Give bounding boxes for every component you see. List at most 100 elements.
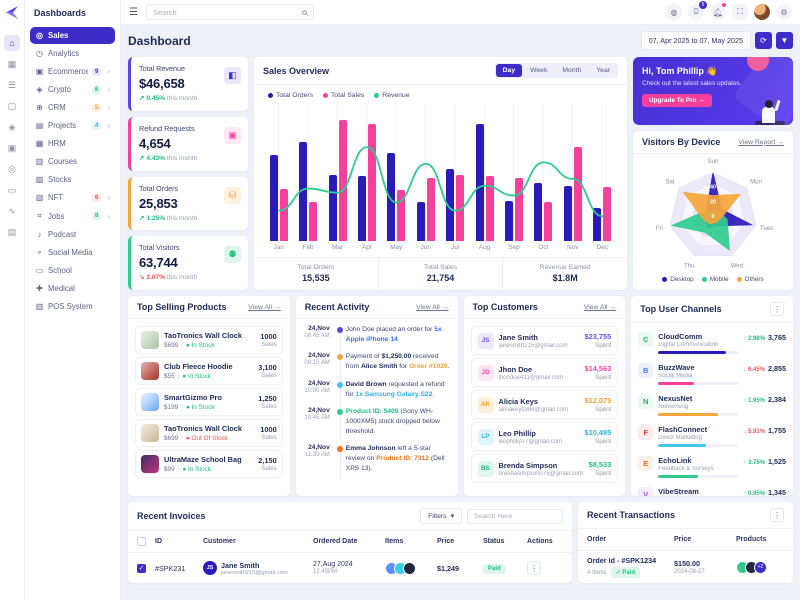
invoice-actions-icon[interactable]: ⋮ — [527, 561, 541, 575]
gift-icon[interactable]: ▣ — [7, 142, 17, 153]
channel-list-item[interactable]: N NexusNet Networking ↑ 1.95% 2,384 — [638, 389, 786, 420]
home-icon[interactable]: ⌂ — [4, 35, 20, 51]
topbar: ☰ Search ◍ ⌼ 5 🔔︎ ⛶ ⚙ — [121, 0, 800, 25]
date-range-picker[interactable]: 07, Apr 2025 to 07, May 2025 — [640, 31, 751, 50]
product-list-item[interactable]: UltraMaze School Bag $99 | ● In Stock 2,150 S… — [135, 450, 283, 478]
filter-button[interactable]: ▼ — [776, 32, 793, 49]
channel-list-item[interactable]: VVibeStreamContent Distribution↑ 0.95%1,… — [638, 482, 786, 496]
product-list-item[interactable]: Club Fleece Hoodie $55 | ● In Stock 3,100 Sal… — [135, 357, 283, 385]
sidebar-item-sales[interactable]: ◎ Sales — [30, 27, 115, 44]
customer-list-item[interactable]: AK Alicia Keys aliciakeys986@gmail.com $12,… — [470, 390, 619, 419]
channel-list-item[interactable]: B BuzzWave Social Media ↓ 6.45% 2,855 — [638, 358, 786, 389]
user-avatar[interactable] — [754, 4, 770, 20]
activity-text: Product ID: 5409 (Sony WH-1000XM5) stock… — [345, 408, 440, 435]
transaction-table-row[interactable]: Order Id - #SPK1234 4 Items ✓ Paid $150.00 2… — [578, 551, 793, 583]
sidebar-item-courses[interactable]: ▥ Courses — [30, 153, 115, 170]
product-sales-unit: Sales — [261, 434, 277, 441]
sidebar-item-jobs[interactable]: ⌗ Jobs 8 › — [30, 207, 115, 225]
customer-list-item[interactable]: JS Jane Smith janesmith215@gmail.com $23,75… — [470, 326, 619, 355]
chart-icon[interactable]: ∿ — [8, 205, 16, 216]
file-icon[interactable]: ▢ — [7, 100, 17, 111]
channel-logo-icon: C — [638, 331, 654, 347]
sidebar-item-medical[interactable]: ✚ Medical — [30, 280, 115, 297]
sidebar-item-ecommerce[interactable]: ▣ Ecommerce 9 › — [30, 63, 115, 80]
fullscreen-icon[interactable]: ⛶ — [732, 4, 748, 20]
tab-day[interactable]: Day — [495, 64, 523, 77]
sidebar-item-projects[interactable]: ▤ Projects 4 › — [30, 117, 115, 134]
product-meta: $199 | ● In Stock — [164, 404, 215, 411]
settings-gear-icon[interactable]: ⚙ — [776, 4, 792, 20]
activity-date: 24,Nov — [308, 407, 330, 415]
channel-list-item[interactable]: E EchoLink Feedback & Surveys ↑ 3.75% 1,525 — [638, 451, 786, 482]
product-name: TaoTronics Wall Clock — [164, 331, 243, 340]
product-list-item[interactable]: SmartGizmo Pro $199 | ● In Stock 1,250 Sales — [135, 388, 283, 416]
activity-item: 24,Nov 11:30 AM Emma Johnson left a 5-star… — [303, 444, 451, 480]
search-input[interactable]: Search — [145, 4, 314, 20]
gem-icon[interactable]: ◈ — [8, 121, 16, 132]
customer-amount: $8,533 — [588, 460, 612, 469]
channel-logo-icon: F — [638, 424, 654, 440]
cart-icon[interactable]: ⌼ 5 — [688, 1, 707, 20]
sidebar-item-podcast[interactable]: ♪ Podcast — [30, 226, 115, 243]
customer-list-item[interactable]: JD Jhon Doe jhondoe431@gmail.com $14,563 Spe… — [470, 358, 619, 387]
sales-totals: Total Orders 15,535 Total Sales 21,754 Reven… — [254, 257, 627, 290]
users-icon: ⚉ — [224, 246, 241, 264]
refresh-button[interactable]: ⟳ — [755, 32, 772, 49]
product-meta: $699 | ● Out Of Stock — [164, 435, 229, 442]
sidebar-item-nft[interactable]: ▧ NFT 6 › — [30, 189, 115, 206]
sidebar-item-school[interactable]: ▭ School — [30, 262, 115, 279]
banner-circle-decoration — [747, 57, 769, 71]
view-report-link[interactable]: View Report → — [738, 138, 784, 146]
sidebar-item-label: Medical — [48, 284, 75, 293]
channel-list-item[interactable]: F FlashConnect Direct Marketing ↓ 5.91% 1,75… — [638, 420, 786, 451]
activity-text: David Brown requested a refund for 1x Sa… — [345, 380, 445, 398]
search-icon[interactable] — [301, 9, 307, 15]
sidebar-item-social-media[interactable]: ⚬ Social Media — [30, 244, 115, 261]
products-view-all-link[interactable]: View All → — [248, 303, 281, 311]
customer-list-item[interactable]: LP Leo Phillip leophillip77@gmail.com $10,4… — [470, 422, 619, 451]
activity-time: 10:00 AM — [304, 387, 330, 394]
card-icon[interactable]: ▤ — [7, 226, 17, 237]
notifications-bell-icon[interactable]: 🔔︎ — [710, 3, 726, 20]
filters-button[interactable]: Filters ▾ — [420, 508, 462, 524]
activity-date: 24,Nov — [308, 444, 330, 452]
wallet-icon[interactable]: ▭ — [7, 184, 17, 195]
sidebar-item-badge: 5 — [91, 103, 102, 112]
sidebar-item-hrm[interactable]: ▦ HRM — [30, 135, 115, 152]
tab-year[interactable]: Year — [596, 67, 610, 74]
sidebar-item-crm[interactable]: ⊕ CRM 5 › — [30, 99, 115, 116]
sidebar-item-stocks[interactable]: ▨ Stocks — [30, 171, 115, 188]
product-name: UltraMaze School Bag — [164, 455, 242, 464]
apps-grid-icon[interactable]: ▦ — [7, 58, 17, 69]
channels-menu-icon[interactable]: ⋮ — [770, 302, 784, 316]
stat-label: Total Orders — [139, 183, 179, 193]
channel-list-item[interactable]: C CloudComm Digital Communication ↑ 2.98% 3,… — [638, 327, 786, 358]
activity-dot — [337, 446, 344, 453]
layers-icon[interactable]: ☰ — [7, 79, 17, 90]
sidebar-item-analytics[interactable]: ◷ Analytics — [30, 45, 115, 62]
invoice-customer-avatar: JS — [203, 561, 217, 575]
row-checkbox[interactable]: ✓ — [137, 563, 146, 573]
select-all-checkbox[interactable] — [137, 537, 146, 546]
transactions-menu-icon[interactable]: ⋮ — [770, 508, 784, 522]
sidebar-item-pos-system[interactable]: ▥ POS System — [30, 298, 115, 315]
sidebar-item-crypto[interactable]: ◈ Crypto 6 › — [30, 81, 115, 98]
brand-logo-icon[interactable] — [5, 5, 20, 20]
language-icon[interactable]: ◍ — [666, 4, 682, 20]
channel-progress-fill — [658, 443, 707, 447]
activity-view-all-link[interactable]: View All → — [416, 303, 449, 311]
product-list-item[interactable]: TaoTronics Wall Clock $699 | ● In Stock 1000… — [135, 326, 283, 354]
tab-month[interactable]: Month — [562, 67, 582, 74]
compass-icon[interactable]: ◎ — [8, 163, 16, 174]
customers-view-all-link[interactable]: View All → — [583, 303, 617, 311]
upgrade-to-pro-button[interactable]: Upgrade To Pro → — [642, 94, 712, 107]
menu-toggle-icon[interactable]: ☰ — [129, 6, 138, 18]
invoice-table-row[interactable]: ✓ #SPK231 JS Jane Smith janesmith215@gmail.c… — [128, 553, 572, 583]
invoices-search-input[interactable] — [467, 508, 563, 524]
invoice-items-images — [385, 561, 437, 575]
stat-value: $46,658 — [139, 76, 185, 91]
customer-list-item[interactable]: BS Brenda Simpson brendasimpson075@gmail.c… — [470, 454, 619, 483]
product-list-item[interactable]: TaoTronics Wall Clock $699 | ● Out Of Stock… — [135, 419, 283, 447]
channel-value: 2,384 — [768, 394, 786, 404]
tab-week[interactable]: Week — [530, 67, 548, 74]
